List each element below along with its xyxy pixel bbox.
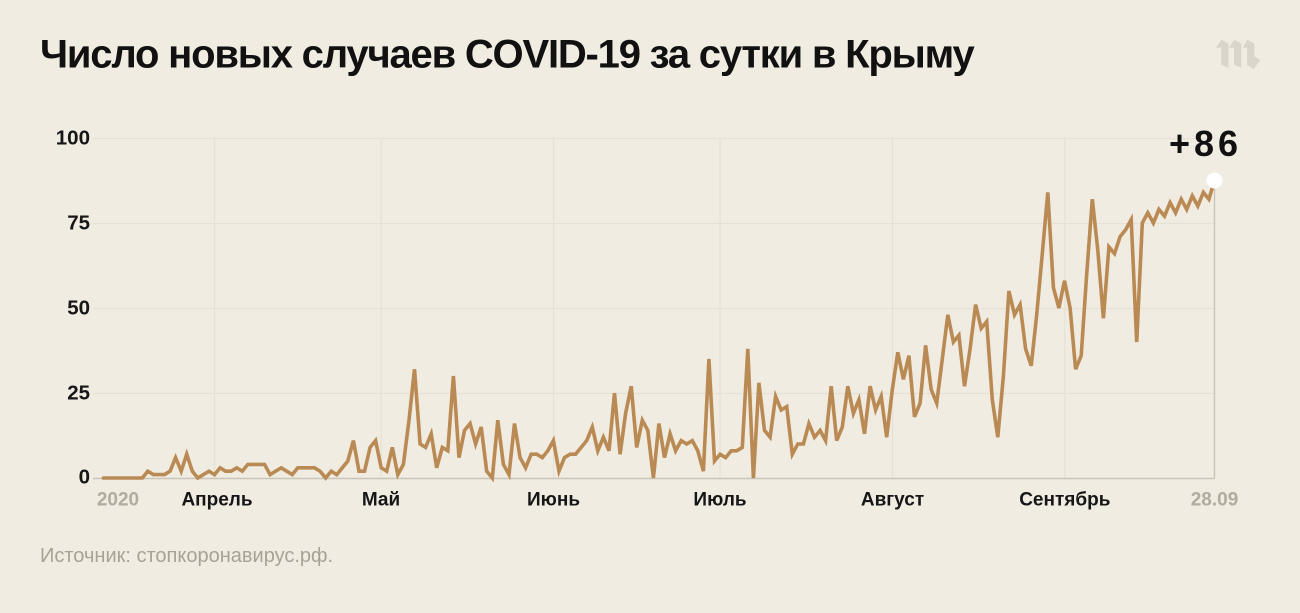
svg-text:Май: Май [362,490,400,511]
svg-text:28.09: 28.09 [1191,490,1239,511]
svg-text:+86: +86 [1169,123,1242,164]
svg-text:50: 50 [67,297,90,320]
svg-text:100: 100 [56,127,90,150]
svg-text:Апрель: Апрель [181,490,252,511]
svg-text:Сентябрь: Сентябрь [1019,490,1110,511]
svg-text:Июнь: Июнь [527,490,580,511]
svg-text:25: 25 [67,382,90,405]
svg-text:Июль: Июль [693,490,746,511]
svg-text:2020: 2020 [97,490,139,511]
svg-text:Август: Август [861,490,924,511]
svg-text:Источник: стопкоронавирус.рф.: Источник: стопкоронавирус.рф. [40,545,333,567]
svg-text:75: 75 [67,212,90,235]
svg-text:Число новых случаев COVID-19 з: Число новых случаев COVID-19 за сутки в … [40,33,975,77]
svg-text:0: 0 [79,466,90,489]
